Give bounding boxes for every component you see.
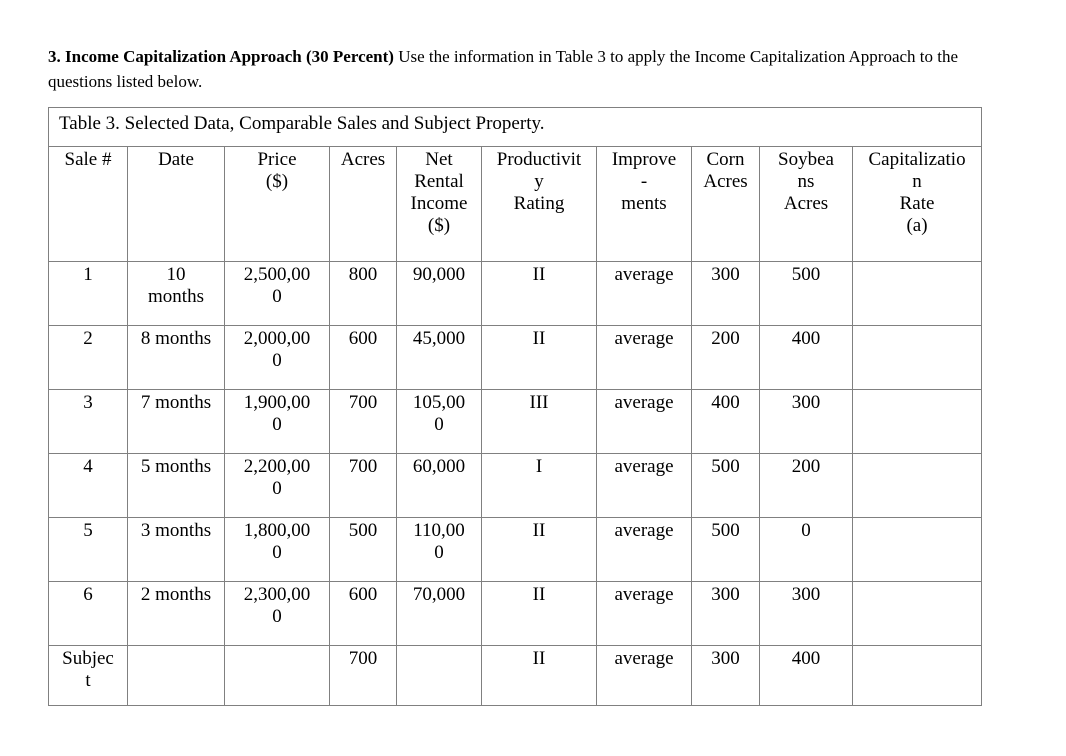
table-cell: II	[481, 261, 597, 326]
table-cell	[127, 645, 225, 706]
table-row: 1 10 months 2,500,00 0 800 90,000 II average 30…	[48, 261, 983, 326]
table-cell: average	[596, 581, 692, 646]
table-cell	[224, 645, 330, 706]
table-cell: 10 months	[127, 261, 225, 326]
table-cell: 400	[759, 645, 853, 706]
column-header-acres: Acres	[329, 146, 397, 262]
table-cell	[851, 581, 983, 646]
table-cell: 500	[691, 453, 760, 518]
table-header-row: Sale # Date Price ($) Acres Net Rental I…	[48, 146, 983, 262]
table-cell: 2	[48, 325, 128, 390]
table-cell	[851, 261, 983, 326]
question-heading-bold: 3. Income Capitalization Approach (30 Pe…	[48, 47, 394, 66]
table-cell: 60,000	[396, 453, 482, 518]
column-header-soybeans-acres: Soybea ns Acres	[759, 146, 853, 262]
table-cell: 300	[691, 261, 760, 326]
table-cell: 300	[759, 581, 853, 646]
table-cell: 200	[691, 325, 760, 390]
table-cell: 0	[759, 517, 853, 582]
table-cell: 2,500,00 0	[224, 261, 330, 326]
table-cell: 5	[48, 517, 128, 582]
table-cell: 2 months	[127, 581, 225, 646]
table-cell: 200	[759, 453, 853, 518]
table-cell: 500	[759, 261, 853, 326]
table-cell: 500	[329, 517, 397, 582]
table-cell: 110,00 0	[396, 517, 482, 582]
table-cell: III	[481, 389, 597, 454]
column-header-improvements: Improve - ments	[596, 146, 692, 262]
column-header-price: Price ($)	[224, 146, 330, 262]
table-cell: 700	[329, 453, 397, 518]
column-header-date: Date	[127, 146, 225, 262]
table-caption-row: Table 3. Selected Data, Comparable Sales…	[47, 107, 983, 147]
table-cell: 2,200,00 0	[224, 453, 330, 518]
table-cell: Subjec t	[48, 645, 128, 706]
question-heading-text: Use the information in Table 3 to apply …	[48, 47, 959, 91]
comparable-sales-table: Table 3. Selected Data, Comparable Sales…	[47, 107, 983, 706]
question-heading: 3. Income Capitalization Approach (30 Pe…	[48, 44, 963, 94]
subject-row: Subjec t 700 II average 300 400	[48, 645, 983, 706]
table-cell: average	[596, 453, 692, 518]
table-cell	[396, 645, 482, 706]
table-cell: 8 months	[127, 325, 225, 390]
table-cell: 90,000	[396, 261, 482, 326]
table-cell: 70,000	[396, 581, 482, 646]
table-cell	[851, 517, 983, 582]
table-cell: 5 months	[127, 453, 225, 518]
table-cell: 1,800,00 0	[224, 517, 330, 582]
table-body: 1 10 months 2,500,00 0 800 90,000 II average 30…	[48, 261, 983, 706]
table-cell	[851, 453, 983, 518]
table-cell: 700	[329, 645, 397, 706]
table-cell: 105,00 0	[396, 389, 482, 454]
table-cell: 3	[48, 389, 128, 454]
table-cell: 300	[759, 389, 853, 454]
column-header-productivity-rating: Productivit y Rating	[481, 146, 597, 262]
table-cell: II	[481, 325, 597, 390]
table-cell: 2,000,00 0	[224, 325, 330, 390]
table-cell: average	[596, 261, 692, 326]
table-cell: 600	[329, 325, 397, 390]
table-cell: 300	[691, 581, 760, 646]
table-caption: Table 3. Selected Data, Comparable Sales…	[47, 107, 983, 147]
document-page: 3. Income Capitalization Approach (30 Pe…	[47, 44, 983, 706]
table-cell	[851, 389, 983, 454]
table-cell: 600	[329, 581, 397, 646]
table-cell: 7 months	[127, 389, 225, 454]
table-cell: II	[481, 581, 597, 646]
table-cell: 1,900,00 0	[224, 389, 330, 454]
table-cell: 3 months	[127, 517, 225, 582]
table-cell: average	[596, 645, 692, 706]
table-cell: 400	[759, 325, 853, 390]
table-cell: 300	[691, 645, 760, 706]
table-cell: 2,300,00 0	[224, 581, 330, 646]
table-cell: 6	[48, 581, 128, 646]
table-cell: I	[481, 453, 597, 518]
column-header-net-rental-income: Net Rental Income ($)	[396, 146, 482, 262]
table-cell: 400	[691, 389, 760, 454]
table-cell: 4	[48, 453, 128, 518]
table-cell: 45,000	[396, 325, 482, 390]
table-cell	[851, 325, 983, 390]
table-cell: 700	[329, 389, 397, 454]
table-cell: II	[481, 517, 597, 582]
table-cell: 800	[329, 261, 397, 326]
column-header-capitalization-rate: Capitalizatio n Rate (a)	[851, 146, 983, 262]
table-cell: average	[596, 389, 692, 454]
table-cell: average	[596, 325, 692, 390]
table-cell: 500	[691, 517, 760, 582]
table-cell: II	[481, 645, 597, 706]
table-cell	[851, 645, 983, 706]
column-header-sale-number: Sale #	[48, 146, 128, 262]
table-cell: average	[596, 517, 692, 582]
column-header-corn-acres: Corn Acres	[691, 146, 760, 262]
table-cell: 1	[48, 261, 128, 326]
